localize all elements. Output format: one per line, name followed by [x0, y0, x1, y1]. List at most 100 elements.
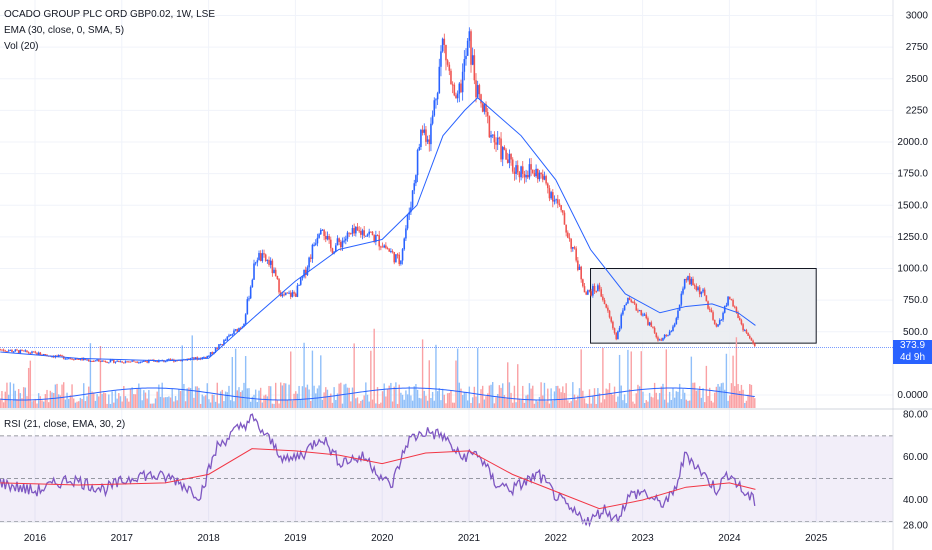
candle-body — [735, 307, 738, 313]
volume-bar — [221, 389, 223, 408]
volume-bar — [368, 401, 370, 408]
volume-bar — [68, 398, 70, 408]
candle-body — [575, 248, 577, 261]
volume-bar — [393, 386, 395, 408]
legend-rsi: RSI (21, close, EMA, 30, 2) — [4, 419, 126, 430]
volume-bar — [717, 383, 719, 408]
candle-body — [2, 349, 5, 351]
volume-bar — [655, 392, 657, 408]
candle-body — [341, 240, 344, 248]
volume-bar — [271, 403, 274, 408]
candle-body — [753, 343, 756, 346]
volume-bar — [550, 388, 552, 408]
volume-bar — [229, 400, 232, 408]
candle-body — [603, 300, 606, 305]
volume-bar — [690, 356, 693, 408]
candle-body — [348, 232, 350, 234]
candle-body — [1, 349, 3, 351]
candle-body — [505, 149, 507, 160]
volume-bar — [11, 400, 13, 408]
volume-bar — [608, 383, 611, 408]
time-tick-label: 2021 — [458, 533, 481, 544]
candle-body — [106, 361, 108, 363]
volume-bar — [527, 394, 529, 408]
volume-bar — [739, 390, 741, 408]
candle-body — [84, 358, 87, 360]
candle-body — [483, 104, 486, 112]
volume-bar — [495, 397, 497, 408]
volume-bar — [744, 402, 746, 408]
candle-body — [557, 199, 559, 204]
candle-body — [391, 251, 394, 253]
volume-bar — [598, 393, 601, 408]
candle-body — [665, 334, 668, 336]
candle-body — [353, 228, 355, 234]
volume-bar — [358, 403, 360, 408]
volume-bar — [353, 343, 355, 408]
volume-bar — [613, 386, 616, 408]
volume-bar — [189, 388, 192, 408]
candle-body — [702, 289, 704, 292]
candle-body — [158, 360, 160, 363]
candle-body — [533, 172, 536, 177]
volume-bar — [672, 388, 674, 408]
candle-body — [630, 300, 633, 302]
candle-body — [682, 288, 684, 294]
candle-body — [308, 257, 310, 268]
candle-body — [71, 358, 73, 360]
volume-bar — [441, 388, 444, 408]
candle-body — [727, 296, 729, 306]
candle-body — [628, 297, 631, 301]
candle-body — [463, 59, 466, 72]
volume-bar — [164, 397, 167, 408]
candle-body — [667, 335, 669, 337]
volume-bar — [383, 383, 385, 408]
volume-bar — [425, 395, 427, 408]
candle-body — [323, 229, 325, 236]
volume-bar — [720, 383, 723, 408]
candle-body — [79, 358, 82, 360]
candle-body — [7, 350, 10, 352]
volume-bar — [687, 400, 689, 408]
candle-body — [640, 310, 643, 316]
candle-body — [506, 159, 509, 163]
volume-bar — [682, 389, 684, 408]
volume-bar — [286, 400, 289, 408]
candle-body — [289, 292, 292, 297]
candle-body — [416, 150, 419, 176]
candle-body — [401, 249, 404, 261]
candle-body — [510, 154, 512, 160]
volume-bar — [698, 386, 701, 408]
candle-body — [271, 260, 274, 274]
volume-bar — [640, 351, 642, 408]
candle-body — [386, 247, 389, 250]
candle-body — [577, 260, 579, 270]
volume-bar — [310, 401, 312, 408]
candle-body — [211, 352, 214, 354]
candle-body — [154, 360, 157, 362]
volume-bar — [468, 386, 471, 408]
candle-body — [583, 286, 586, 293]
candle-body — [580, 266, 582, 280]
candle-body — [131, 360, 133, 362]
candle-body — [635, 303, 638, 311]
volume-bar — [331, 402, 334, 408]
volume-bar — [228, 385, 230, 408]
candle-body — [642, 314, 644, 316]
volume-bar — [563, 392, 566, 408]
volume-bar — [678, 383, 681, 408]
volume-bar — [391, 401, 394, 408]
volume-bar — [528, 383, 531, 408]
candle-body — [683, 279, 686, 289]
volume-bar — [16, 399, 18, 408]
volume-bar — [503, 395, 506, 408]
volume-bar — [244, 356, 247, 408]
candle-body — [511, 159, 514, 172]
volume-bar — [727, 400, 729, 408]
candle-body — [540, 172, 542, 175]
volume-bar — [219, 391, 222, 408]
volume-bar — [268, 385, 270, 408]
volume-bar — [396, 403, 399, 408]
volume-bar — [198, 387, 200, 408]
